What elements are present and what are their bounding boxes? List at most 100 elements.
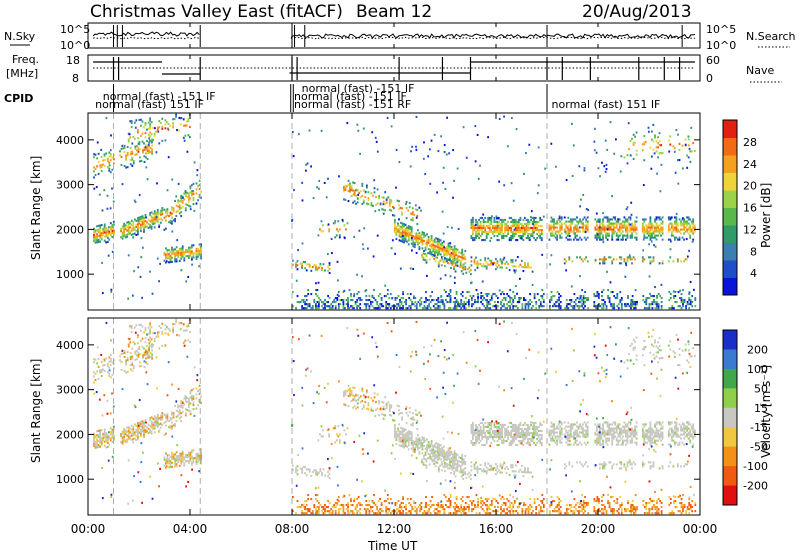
scatter-cell <box>150 338 153 341</box>
scatter-cell <box>531 421 534 424</box>
scatter-cell <box>635 228 638 231</box>
scatter-cell <box>191 192 193 195</box>
scatter-cell <box>475 442 477 445</box>
scatter-cell <box>370 397 373 400</box>
scatter-cell <box>159 262 161 265</box>
scatter-cell <box>684 226 687 229</box>
scatter-cell <box>109 354 112 357</box>
scatter-cell <box>347 183 350 186</box>
scatter-cell <box>611 291 614 294</box>
scatter-cell <box>438 449 441 452</box>
scatter-cell <box>693 150 696 153</box>
scatter-cell <box>641 143 644 146</box>
scatter-cell <box>521 226 523 229</box>
scatter-cell <box>418 438 421 441</box>
scatter-cell <box>433 254 436 257</box>
scatter-cell <box>527 301 530 304</box>
scatter-cell <box>189 248 192 251</box>
scatter-cell <box>357 297 360 300</box>
scatter-cell <box>538 299 541 302</box>
scatter-cell <box>515 128 518 131</box>
scatter-cell <box>328 297 331 300</box>
scatter-cell <box>601 303 603 306</box>
scatter-cell <box>452 149 454 152</box>
scatter-cell <box>149 417 151 420</box>
scatter-cell <box>501 305 504 308</box>
scatter-cell <box>124 224 127 227</box>
scatter-cell <box>430 252 432 255</box>
scatter-cell <box>668 150 671 153</box>
scatter-cell <box>456 465 458 468</box>
scatter-cell <box>404 223 407 226</box>
scatter-cell <box>400 432 402 435</box>
scatter-cell <box>437 466 440 469</box>
scatter-cell <box>644 224 647 227</box>
scatter-cell <box>481 224 483 227</box>
scatter-cell <box>487 231 490 234</box>
scatter-cell <box>556 291 559 294</box>
scatter-cell <box>450 262 453 265</box>
scatter-cell <box>151 357 153 360</box>
scatter-cell <box>528 226 531 229</box>
scatter-cell <box>468 305 470 308</box>
scatter-cell <box>581 305 583 308</box>
scatter-cell <box>445 153 448 156</box>
scatter-cell <box>407 414 410 417</box>
scatter-cell <box>496 425 499 428</box>
scatter-cell <box>484 226 487 229</box>
scatter-cell <box>139 148 141 151</box>
scatter-cell <box>558 215 561 218</box>
scatter-cell <box>553 220 555 223</box>
scatter-cell <box>620 303 623 306</box>
scatter-cell <box>513 265 516 268</box>
scatter-cell <box>534 224 537 227</box>
scatter-cell <box>692 142 695 145</box>
scatter-cell <box>620 256 623 259</box>
scatter-cell <box>166 210 169 213</box>
scatter-cell <box>137 426 139 429</box>
scatter-cell <box>507 295 510 298</box>
scatter-cell <box>507 438 509 441</box>
scatter-cell <box>195 387 198 390</box>
scatter-cell <box>439 249 442 252</box>
scatter-cell <box>165 452 167 455</box>
scatter-cell <box>503 184 506 187</box>
scatter-cell <box>129 120 132 123</box>
scatter-cell <box>132 233 135 236</box>
scatter-cell <box>378 402 380 405</box>
scatter-cell <box>609 226 612 229</box>
scatter-cell <box>159 418 162 421</box>
scatter-cell <box>531 270 534 273</box>
scatter-cell <box>495 220 497 223</box>
scatter-cell <box>388 305 391 308</box>
scatter-cell <box>449 450 451 453</box>
scatter-cell <box>694 305 697 308</box>
scatter-cell <box>123 165 126 168</box>
scatter-cell <box>516 444 519 447</box>
scatter-cell <box>178 417 181 420</box>
scatter-cell <box>149 151 152 154</box>
scatter-cell <box>512 305 515 308</box>
scatter-cell <box>434 303 437 306</box>
scatter-cell <box>395 432 398 435</box>
scatter-cell <box>135 358 138 361</box>
scatter-cell <box>424 453 427 456</box>
scatter-cell <box>149 214 151 217</box>
scatter-cell <box>620 238 623 241</box>
scatter-cell <box>93 153 95 156</box>
scatter-cell <box>405 217 408 220</box>
scatter-cell <box>490 218 493 221</box>
scatter-cell <box>353 190 356 193</box>
scatter-cell <box>623 216 626 219</box>
scatter-cell <box>384 209 387 212</box>
scatter-cell <box>516 229 519 232</box>
scatter-cell <box>395 148 398 151</box>
scatter-cell <box>439 239 442 242</box>
scatter-cell <box>599 258 601 261</box>
scatter-cell <box>405 207 408 210</box>
scatter-cell <box>413 237 416 240</box>
scatter-cell <box>175 409 178 412</box>
scatter-cell <box>409 233 412 236</box>
scatter-cell <box>614 226 617 229</box>
scatter-cell <box>454 475 457 478</box>
